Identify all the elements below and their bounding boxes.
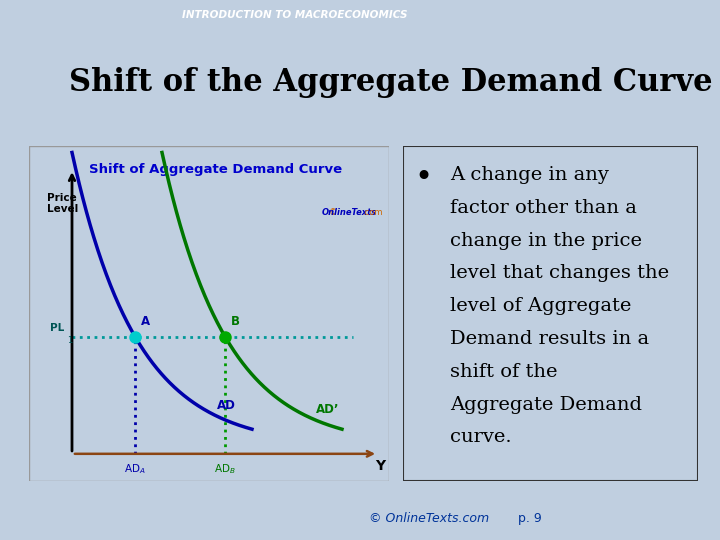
Text: © OnlineTexts.com: © OnlineTexts.com <box>369 511 490 525</box>
Text: level that changes the: level that changes the <box>451 264 670 282</box>
Text: factor other than a: factor other than a <box>451 199 637 217</box>
Text: AD’: AD’ <box>315 403 339 416</box>
Text: ©: © <box>329 208 341 217</box>
Text: A change in any: A change in any <box>451 166 609 184</box>
Text: OnlineTexts: OnlineTexts <box>322 208 377 217</box>
Text: INTRODUCTION TO MACROECONOMICS: INTRODUCTION TO MACROECONOMICS <box>182 10 408 20</box>
Text: 1: 1 <box>67 336 72 345</box>
Text: Demand results in a: Demand results in a <box>451 330 649 348</box>
Text: change in the price: change in the price <box>451 232 642 249</box>
Text: .com: .com <box>362 208 383 217</box>
Text: p. 9: p. 9 <box>518 511 542 525</box>
Text: Y: Y <box>374 458 385 472</box>
Text: curve.: curve. <box>451 428 512 447</box>
Text: •: • <box>415 163 433 192</box>
Text: AD: AD <box>217 399 235 412</box>
Text: Price
Level: Price Level <box>47 193 78 214</box>
Text: B: B <box>230 315 240 328</box>
Text: Shift of Aggregate Demand Curve: Shift of Aggregate Demand Curve <box>89 163 343 176</box>
Text: Shift of the Aggregate Demand Curve: Shift of the Aggregate Demand Curve <box>68 67 712 98</box>
Text: Aggregate Demand: Aggregate Demand <box>451 396 642 414</box>
Text: shift of the: shift of the <box>451 363 558 381</box>
Text: AD$_B$: AD$_B$ <box>214 462 236 476</box>
Text: level of Aggregate: level of Aggregate <box>451 297 632 315</box>
Bar <box>29 146 389 481</box>
Text: A: A <box>140 315 150 328</box>
Text: AD$_A$: AD$_A$ <box>125 462 146 476</box>
Text: PL: PL <box>50 323 65 333</box>
